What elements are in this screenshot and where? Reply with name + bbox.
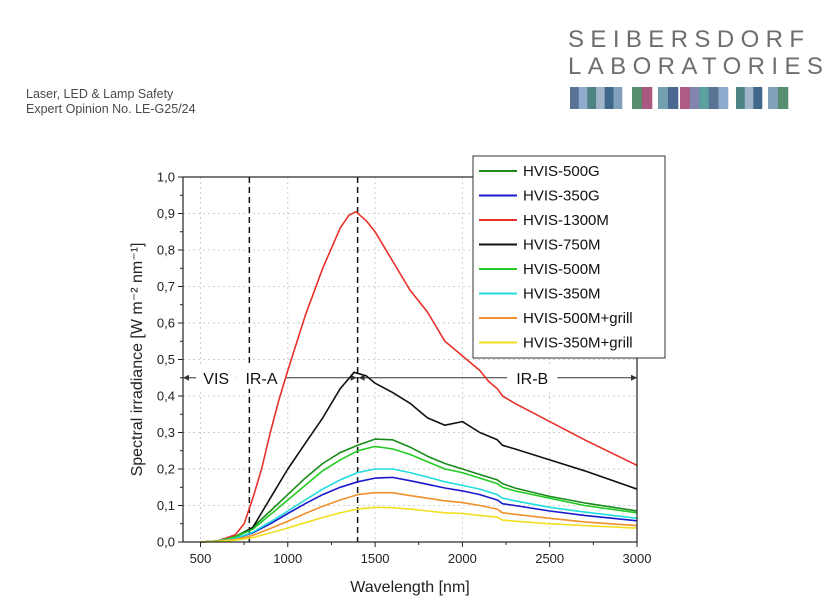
logo-color-bar	[570, 87, 789, 109]
legend-item: HVIS-500M+grill	[479, 310, 633, 327]
series-line-hvis-350g	[200, 476, 638, 543]
y-tick-label: 0,3	[157, 425, 175, 440]
legend-label: HVIS-1300M	[523, 212, 609, 229]
series-line-hvis-350m	[200, 468, 638, 543]
y-tick-label: 0,9	[157, 206, 175, 221]
region-label-vis: VIS	[196, 366, 237, 389]
region-arrowhead	[350, 374, 357, 381]
region-arrowhead	[631, 374, 637, 381]
legend-label: HVIS-500M	[523, 261, 601, 278]
logo-color-block	[613, 87, 623, 109]
logo-color-block	[680, 87, 690, 109]
header-line-1: Laser, LED & Lamp Safety	[26, 87, 174, 101]
x-axis-title: Wavelength [nm]	[350, 579, 469, 596]
legend-label: HVIS-500M+grill	[523, 310, 633, 327]
region-label-background	[236, 366, 287, 389]
x-tick-label: 1500	[361, 551, 390, 566]
legend-label: HVIS-350M+grill	[523, 335, 633, 352]
legend-item: HVIS-750M	[479, 237, 601, 254]
y-tick-label: 0,4	[157, 389, 175, 404]
region-arrowhead	[183, 374, 189, 381]
x-axis-ticks: 500 1000 1500 2000 2500 3000	[190, 542, 652, 566]
y-tick-label: 0,0	[157, 535, 175, 550]
legend-box	[472, 155, 666, 359]
region-arrowhead	[358, 374, 365, 381]
y-axis-ticks: 0,0 0,1 0,2 0,3 0,4 0,5 0,6 0,7 0,8 0,9 1,0	[157, 170, 183, 550]
chart-legend: HVIS-500G HVIS-350G HVIS-1300M HVIS-750M HVI…	[472, 155, 666, 359]
logo-color-block	[587, 87, 597, 109]
logo-color-block	[689, 87, 700, 109]
logo-color-block	[744, 87, 754, 109]
x-tick-label: 3000	[623, 551, 652, 566]
region-label-background	[196, 366, 237, 389]
x-tick-label: 1000	[273, 551, 302, 566]
region-label-ir-b: IR-B	[507, 366, 558, 389]
company-logo: SEIBERSDORF LABORATORIES	[568, 26, 830, 109]
series-line-hvis-750m	[200, 371, 638, 543]
logo-color-block	[708, 87, 719, 109]
legend-label: HVIS-750M	[523, 237, 601, 254]
region-label-text: IR-B	[516, 371, 548, 388]
legend-item: HVIS-500M	[479, 261, 601, 278]
region-label-text: VIS	[203, 371, 229, 388]
document-header: Laser, LED & Lamp Safety Expert Opinion …	[26, 87, 196, 117]
y-tick-label: 0,7	[157, 279, 175, 294]
series-line-hvis-1300m	[200, 210, 638, 543]
legend-label: HVIS-500G	[523, 163, 600, 180]
logo-color-block	[596, 87, 605, 109]
logo-color-block	[570, 87, 579, 109]
logo-color-block	[718, 87, 729, 109]
y-tick-label: 0,6	[157, 316, 175, 331]
x-tick-label: 500	[190, 551, 212, 566]
region-label-background	[507, 366, 558, 389]
logo-color-block	[753, 87, 763, 109]
legend-item: HVIS-1300M	[479, 212, 609, 229]
region-label-ir-a: IR-A	[236, 366, 287, 389]
logo-color-block	[642, 87, 653, 109]
logo-color-block	[632, 87, 643, 109]
logo-color-block	[778, 87, 789, 109]
logo-color-block	[699, 87, 710, 109]
logo-color-block	[578, 87, 588, 109]
y-tick-label: 0,1	[157, 498, 175, 513]
x-tick-label: 2500	[535, 551, 564, 566]
y-axis-title: Spectral irradiance [W m⁻² nm⁻¹]	[129, 243, 146, 477]
series-line-hvis-350m-grill	[200, 506, 638, 543]
logo-color-block	[658, 87, 669, 109]
series-line-hvis-500m	[200, 445, 638, 543]
y-tick-label: 0,8	[157, 243, 175, 258]
logo-line-2: LABORATORIES	[568, 53, 830, 80]
logo-color-block	[736, 87, 745, 109]
legend-item: HVIS-500G	[479, 163, 600, 180]
logo-color-block	[668, 87, 679, 109]
series-line-hvis-500g	[200, 438, 638, 543]
logo-line-1: SEIBERSDORF	[568, 26, 811, 53]
header-line-2: Expert Opinion No. LE-G25/24	[26, 102, 196, 116]
legend-item: HVIS-350M	[479, 286, 601, 303]
legend-item: HVIS-350M+grill	[479, 335, 633, 352]
x-tick-label: 2000	[448, 551, 477, 566]
logo-color-block	[768, 87, 779, 109]
y-tick-label: 0,2	[157, 462, 175, 477]
legend-label: HVIS-350M	[523, 286, 601, 303]
legend-label: HVIS-350G	[523, 188, 600, 205]
region-label-text: IR-A	[245, 371, 277, 388]
y-tick-label: 0,5	[157, 352, 175, 367]
y-tick-label: 1,0	[157, 170, 175, 185]
series-line-hvis-500m-grill	[200, 491, 638, 543]
legend-item: HVIS-350G	[479, 188, 600, 205]
logo-color-block	[604, 87, 614, 109]
